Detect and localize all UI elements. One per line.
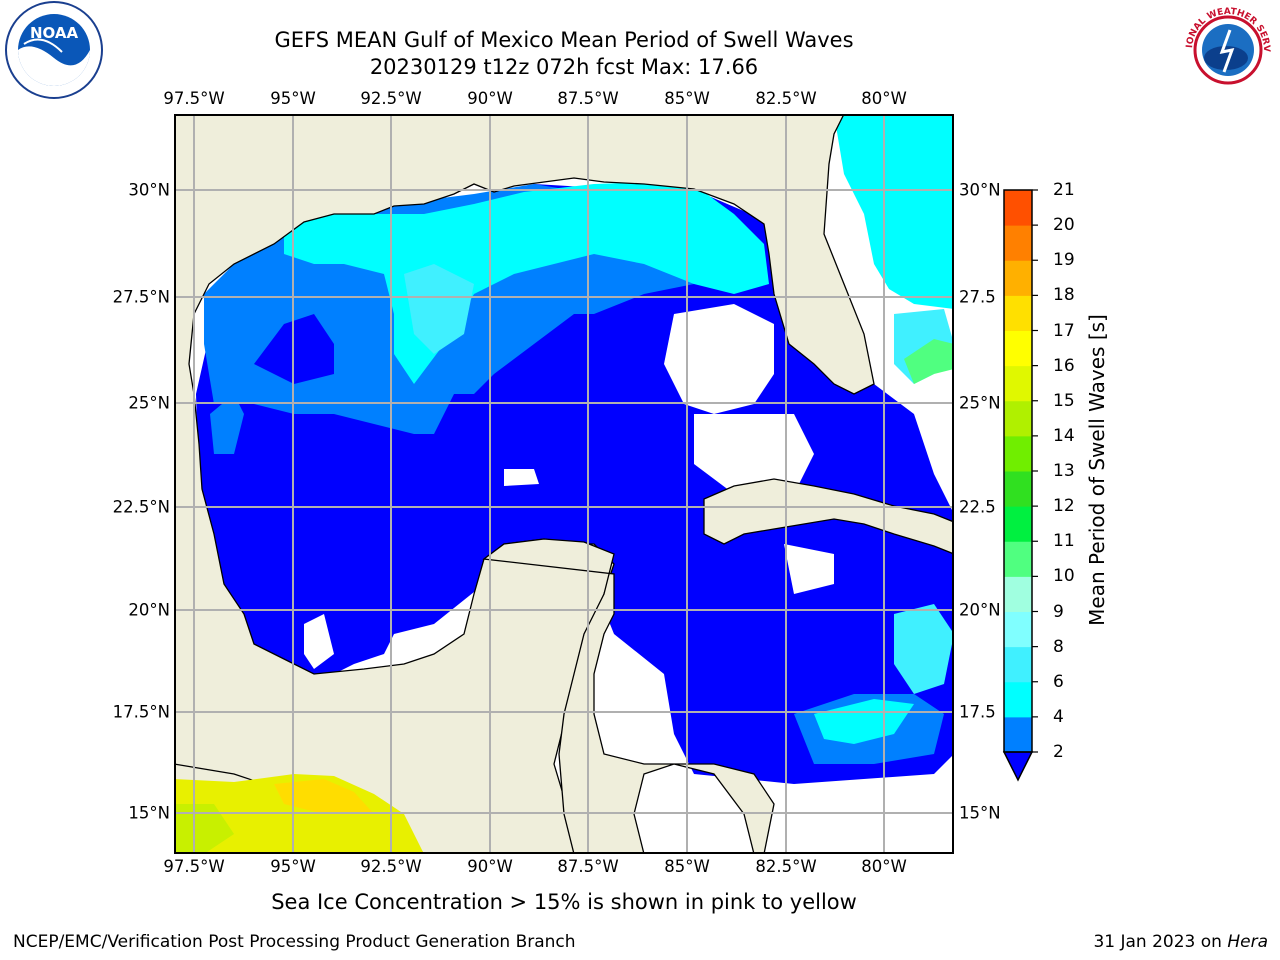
chart-subtitle: 20230129 t12z 072h fcst Max: 17.66 — [369, 55, 759, 79]
colorbar-tick-label: 8 — [1053, 636, 1064, 657]
colorbar-tick-label: 18 — [1053, 285, 1075, 306]
y-tick-right: 20°N — [959, 600, 1001, 620]
map-frame — [174, 114, 954, 854]
y-tick-right: 27.5 — [959, 287, 996, 307]
x-tick-top: 80°W — [861, 89, 907, 108]
footer-date: 31 Jan 2023 on Hera — [1093, 932, 1268, 952]
colorbar-tick-label: 10 — [1053, 566, 1075, 587]
cuba — [703, 478, 954, 555]
colorbar-tick-label: 15 — [1053, 390, 1075, 411]
colorbar-tick-label: 17 — [1053, 320, 1075, 341]
x-tick-top: 85°W — [664, 89, 710, 108]
colorbar-extend-arrow — [1002, 751, 1034, 782]
colorbar-segment — [1004, 330, 1032, 367]
colorbar-tick-label: 6 — [1053, 671, 1064, 692]
yucatan-peninsula — [482, 538, 775, 854]
colorbar-tick-label: 4 — [1053, 706, 1064, 727]
x-tick-bottom: 95°W — [270, 857, 316, 876]
colorbar-segment — [1004, 646, 1032, 683]
y-tick-left: 22.5°N — [112, 497, 170, 517]
footer-date-text: 31 Jan 2023 on — [1093, 932, 1228, 952]
y-tick-left: 30°N — [128, 180, 170, 200]
y-tick-left: 27.5°N — [112, 287, 170, 307]
x-tick-top: 87.5°W — [557, 89, 619, 108]
x-tick-bottom: 90°W — [467, 857, 513, 876]
sea-ice-note: Sea Ice Concentration > 15% is shown in … — [271, 890, 857, 914]
y-tick-left: 15°N — [128, 803, 170, 823]
colorbar-segment — [1004, 295, 1032, 331]
x-tick-bottom: 92.5°W — [360, 857, 422, 876]
x-tick-top: 92.5°W — [360, 89, 422, 108]
y-tick-right: 15°N — [959, 803, 1001, 823]
y-tick-left: 25°N — [128, 393, 170, 413]
swell-field — [196, 114, 954, 784]
colorbar-tick-label: 12 — [1053, 496, 1075, 517]
x-tick-bottom: 80°W — [861, 857, 907, 876]
y-tick-right: 22.5 — [959, 497, 996, 517]
x-tick-bottom: 97.5°W — [163, 857, 225, 876]
colorbar-segment — [1004, 611, 1032, 648]
footer-host: Hera — [1227, 932, 1268, 952]
colorbar-tick-label: 2 — [1053, 742, 1064, 762]
colorbar-segment — [1004, 260, 1032, 296]
nws-logo: NATIONAL WEATHER SERVICE — [1178, 0, 1275, 97]
colorbar-segment — [1004, 716, 1032, 753]
x-tick-bottom: 85°W — [664, 857, 710, 876]
colorbar-tick-label: 13 — [1053, 461, 1075, 481]
y-tick-left: 17.5°N — [112, 702, 170, 722]
chart-title: GEFS MEAN Gulf of Mexico Mean Period of … — [274, 28, 854, 52]
colorbar-segment — [1004, 400, 1032, 437]
colorbar-tick-label: 14 — [1053, 425, 1075, 446]
x-tick-top: 97.5°W — [163, 89, 225, 108]
gridlines — [174, 114, 954, 854]
colorbar-tick-label: 19 — [1053, 250, 1075, 271]
x-tick-top: 95°W — [270, 89, 316, 108]
colorbar-segment — [1004, 435, 1032, 472]
x-tick-top: 90°W — [467, 89, 513, 108]
x-tick-top: 82.5°W — [755, 89, 817, 108]
colorbar-tick-label: 16 — [1053, 355, 1075, 376]
colorbar-segment — [1004, 225, 1032, 261]
colorbar — [1002, 189, 1038, 782]
y-tick-right: 17.5 — [959, 702, 996, 722]
colorbar-label: Mean Period of Swell Waves [s] — [1085, 314, 1109, 626]
y-tick-left: 20°N — [128, 600, 170, 620]
colorbar-tick-label: 20 — [1053, 215, 1075, 236]
colorbar-segment — [1004, 576, 1032, 612]
colorbar-segment — [1004, 471, 1032, 507]
colorbar-tick-label: 11 — [1053, 531, 1075, 552]
noaa-logo: NOAA — [5, 1, 103, 99]
gulf-map — [174, 114, 954, 854]
colorbar-tick-label: 9 — [1053, 601, 1064, 622]
colorbar-segment — [1004, 365, 1032, 402]
colorbar-segment — [1004, 541, 1032, 577]
x-tick-bottom: 82.5°W — [755, 857, 817, 876]
x-tick-bottom: 87.5°W — [557, 857, 619, 876]
colorbar-segment — [1004, 681, 1032, 718]
colorbar-segment — [1004, 190, 1032, 226]
colorbar-segment — [1004, 506, 1032, 542]
y-tick-right: 30°N — [959, 180, 1001, 200]
colorbar-tick-label: 21 — [1053, 180, 1075, 200]
footer-branch: NCEP/EMC/Verification Post Processing Pr… — [13, 932, 576, 952]
y-tick-right: 25°N — [959, 393, 1001, 413]
noaa-logo-text: NOAA — [30, 24, 79, 42]
